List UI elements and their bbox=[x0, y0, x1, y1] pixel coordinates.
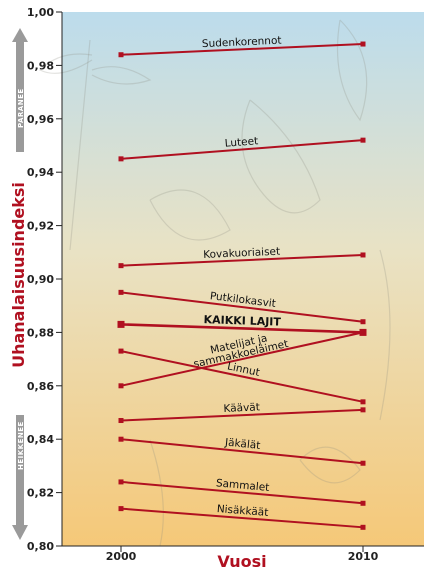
series-label: Sudenkorennot bbox=[202, 35, 282, 50]
data-point bbox=[360, 41, 366, 47]
series-label: Käävät bbox=[223, 401, 260, 415]
series: Linnut bbox=[118, 348, 366, 405]
series: Jäkälät bbox=[118, 436, 366, 466]
data-point bbox=[118, 289, 124, 295]
data-point bbox=[118, 263, 124, 269]
y-tick-label: 0,92 bbox=[27, 220, 54, 233]
series-label: Sammalet bbox=[215, 477, 269, 494]
down-arrow: HEIKKENEE bbox=[12, 415, 28, 540]
series: Putkilokasvit bbox=[118, 289, 366, 325]
series: Sudenkorennot bbox=[118, 35, 366, 58]
series-line bbox=[120, 323, 364, 334]
series-label: Jäkälät bbox=[224, 436, 261, 452]
data-point bbox=[360, 399, 366, 405]
data-point bbox=[118, 506, 124, 512]
trend-arrows: PARANEE HEIKKENEE bbox=[12, 28, 28, 540]
data-point bbox=[118, 383, 124, 389]
up-label: PARANEE bbox=[17, 88, 25, 128]
series-line bbox=[120, 43, 364, 56]
data-point bbox=[118, 418, 124, 424]
series: Kovakuoriaiset bbox=[118, 246, 366, 269]
x-axis: 2000 2010 bbox=[62, 545, 424, 563]
series-line bbox=[120, 291, 364, 323]
y-tick-label: 0,94 bbox=[27, 166, 54, 179]
plot-background bbox=[62, 12, 424, 546]
down-arrow-shaft bbox=[16, 415, 24, 525]
series-line bbox=[120, 438, 364, 465]
series-label: Luteet bbox=[224, 135, 258, 150]
y-tick-label: 0,80 bbox=[27, 540, 54, 553]
series-line bbox=[120, 331, 364, 387]
down-label: HEIKKENEE bbox=[17, 421, 25, 470]
x-tick-label: 2010 bbox=[348, 550, 379, 563]
x-tick-label: 2000 bbox=[106, 550, 137, 563]
y-tick-label: 0,82 bbox=[27, 487, 54, 500]
y-axis-title: Uhanalaisuusindeksi bbox=[9, 182, 28, 368]
series-label: Kovakuoriaiset bbox=[203, 246, 280, 261]
series-line bbox=[120, 480, 364, 505]
data-point bbox=[117, 320, 125, 328]
series: Sammalet bbox=[118, 477, 366, 506]
data-point bbox=[118, 436, 124, 442]
data-point bbox=[360, 319, 366, 325]
y-tick-label: 0,88 bbox=[27, 326, 54, 339]
data-point bbox=[118, 52, 124, 58]
series-line bbox=[120, 350, 364, 403]
series-label: Nisäkkäät bbox=[216, 503, 268, 519]
y-tick-label: 1,00 bbox=[27, 6, 54, 19]
up-arrow-shaft bbox=[16, 42, 24, 152]
series-line bbox=[120, 408, 364, 422]
series: Luteet bbox=[118, 135, 366, 162]
decorative-illustrations bbox=[38, 19, 391, 547]
data-point bbox=[360, 329, 366, 335]
data-point bbox=[360, 460, 366, 466]
y-axis: 0,80 0,82 0,84 0,86 0,88 0,90 0,92 0,94 0,96 0,98… bbox=[27, 6, 63, 553]
data-point bbox=[118, 479, 124, 485]
data-point bbox=[360, 500, 366, 506]
data-point bbox=[118, 156, 124, 162]
series: Nisäkkäät bbox=[118, 503, 366, 530]
x-axis-title: Vuosi bbox=[217, 552, 266, 571]
series-layer: Sudenkorennot Luteet Kovakuoriaiset Putkilo… bbox=[117, 35, 367, 530]
data-point bbox=[360, 407, 366, 413]
down-arrow-icon bbox=[12, 525, 28, 540]
up-arrow-icon bbox=[12, 28, 28, 42]
series-line bbox=[120, 253, 364, 267]
y-tick-label: 0,86 bbox=[27, 380, 54, 393]
series: Käävät bbox=[118, 401, 366, 424]
y-tick-label: 0,90 bbox=[27, 273, 54, 286]
y-tick-label: 0,84 bbox=[27, 433, 54, 446]
y-tick-label: 0,98 bbox=[27, 59, 54, 72]
series-line bbox=[120, 139, 364, 160]
data-point bbox=[360, 252, 366, 258]
data-point bbox=[360, 137, 366, 143]
series-label: KAIKKI LAJIT bbox=[203, 313, 281, 329]
data-point bbox=[118, 348, 124, 354]
data-point bbox=[360, 524, 366, 530]
y-tick-label: 0,96 bbox=[27, 113, 54, 126]
up-arrow: PARANEE bbox=[12, 28, 28, 152]
series-line bbox=[120, 507, 364, 529]
